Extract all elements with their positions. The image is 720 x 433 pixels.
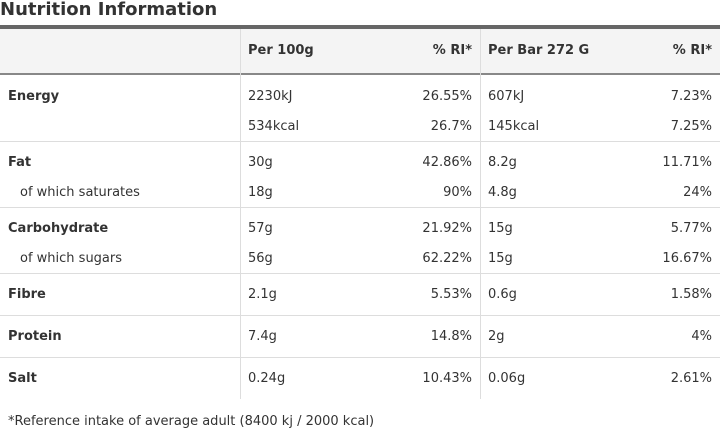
- cell: 145kcal: [488, 119, 540, 134]
- title: Nutrition Information: [0, 0, 218, 20]
- cell: 57g: [248, 221, 273, 236]
- cell: 7.4g: [248, 329, 277, 344]
- cell: 26.55%: [422, 89, 472, 104]
- sub-label: of which saturates: [20, 185, 140, 200]
- column-divider: [480, 29, 481, 399]
- row-label: Fibre: [8, 287, 46, 302]
- column-header: % RI*: [672, 43, 712, 58]
- row-label: Carbohydrate: [8, 221, 109, 236]
- cell: 26.7%: [430, 119, 472, 134]
- cell: 62.22%: [422, 251, 472, 266]
- cell: 607kJ: [488, 89, 525, 104]
- cell: 15g: [488, 251, 513, 266]
- row-label: Fat: [8, 155, 32, 170]
- sub-label: of which sugars: [20, 251, 123, 266]
- cell: 16.67%: [662, 251, 712, 266]
- cell: 15g: [488, 221, 513, 236]
- cell: 18g: [248, 185, 273, 200]
- column-header: Per 100g: [248, 43, 314, 58]
- cell: 2230kJ: [248, 89, 293, 104]
- cell: 21.92%: [422, 221, 472, 236]
- row-label: Protein: [8, 329, 62, 344]
- column-header: % RI*: [432, 43, 472, 58]
- column-header: Per Bar 272 G: [488, 43, 590, 58]
- cell: 1.58%: [670, 287, 712, 302]
- title-rule: [0, 25, 720, 29]
- cell: 2.1g: [248, 287, 277, 302]
- row-label: Salt: [8, 371, 37, 386]
- cell: 534kcal: [248, 119, 300, 134]
- cell: 2g: [488, 329, 505, 344]
- cell: 42.86%: [422, 155, 472, 170]
- cell: 11.71%: [662, 155, 712, 170]
- cell: 56g: [248, 251, 273, 266]
- cell: 5.77%: [670, 221, 712, 236]
- cell: 4.8g: [488, 185, 517, 200]
- footnote: *Reference intake of average adult (8400…: [8, 414, 375, 429]
- cell: 7.23%: [670, 89, 712, 104]
- row-rule: [0, 273, 720, 274]
- cell: 24%: [683, 185, 712, 200]
- row-label: Energy: [8, 89, 60, 104]
- cell: 0.24g: [248, 371, 286, 386]
- column-divider: [240, 29, 241, 399]
- header-row: [0, 29, 720, 73]
- cell: 0.6g: [488, 287, 517, 302]
- row-rule: [0, 315, 720, 316]
- cell: 0.06g: [488, 371, 526, 386]
- cell: 10.43%: [422, 371, 472, 386]
- row-rule: [0, 357, 720, 358]
- cell: 30g: [248, 155, 273, 170]
- cell: 2.61%: [670, 371, 712, 386]
- row-rule: [0, 141, 720, 142]
- cell: 7.25%: [670, 119, 712, 134]
- header-rule: [0, 73, 720, 75]
- cell: 4%: [691, 329, 712, 344]
- cell: 90%: [443, 185, 472, 200]
- row-rule: [0, 207, 720, 208]
- cell: 5.53%: [430, 287, 472, 302]
- cell: 14.8%: [430, 329, 472, 344]
- cell: 8.2g: [488, 155, 517, 170]
